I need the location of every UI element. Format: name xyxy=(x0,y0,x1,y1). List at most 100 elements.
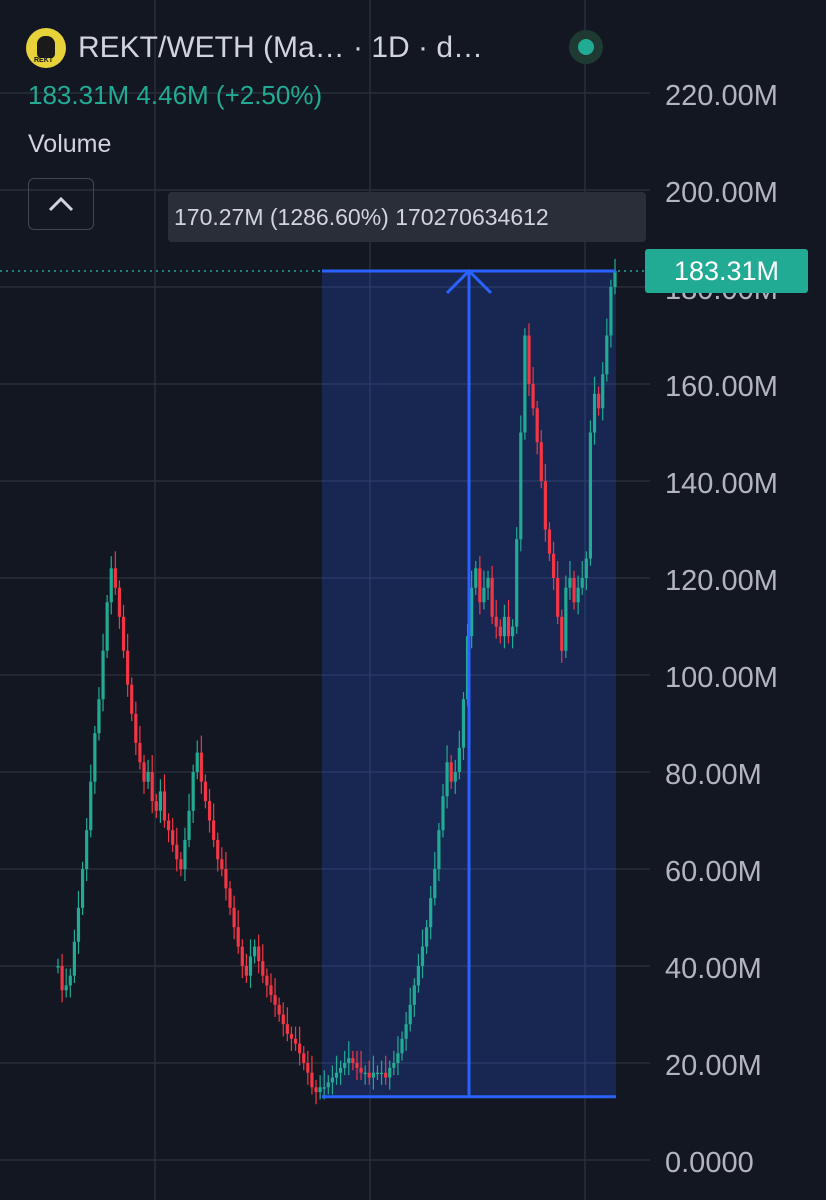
candle-body xyxy=(314,1087,318,1093)
candle-body xyxy=(375,1072,380,1075)
y-tick-label: 100.00M xyxy=(665,662,778,694)
candle-body xyxy=(224,869,228,889)
candle-body xyxy=(556,578,560,617)
candle-body xyxy=(306,1063,310,1073)
measure-tooltip: 170.27M (1286.60%) 170270634612 xyxy=(168,192,646,242)
candle-body xyxy=(478,568,482,603)
candle-body xyxy=(482,587,486,603)
candle-body xyxy=(511,626,515,637)
candle-body xyxy=(519,432,523,540)
candle-body xyxy=(150,772,154,802)
candle-body xyxy=(232,907,236,928)
candle-body xyxy=(597,393,601,409)
candle-body xyxy=(457,747,461,772)
y-tick-label: 80.00M xyxy=(665,759,762,791)
candle-body xyxy=(126,650,130,685)
candle-body xyxy=(105,602,109,651)
candle-body xyxy=(216,839,220,860)
candle-body xyxy=(613,270,617,287)
symbol-title[interactable]: REKT/WETH (Ma… · 1D · d… xyxy=(78,31,483,65)
candle-body xyxy=(502,616,507,637)
candle-body xyxy=(236,927,240,947)
candle-body xyxy=(302,1053,306,1063)
candle-body xyxy=(257,946,261,962)
candle-body xyxy=(605,335,609,375)
candle-body xyxy=(494,616,498,627)
y-tick-label: 200.00M xyxy=(665,177,778,209)
candle-body xyxy=(310,1072,314,1088)
candle-body xyxy=(171,830,175,845)
collapse-button[interactable] xyxy=(28,178,94,230)
candle-body xyxy=(531,384,535,409)
candle-body xyxy=(261,961,265,976)
candle-body xyxy=(338,1067,343,1073)
candle-body xyxy=(551,553,556,578)
candle-body xyxy=(576,587,580,603)
candle-body xyxy=(130,684,134,714)
candle-body xyxy=(404,1024,408,1039)
y-tick-label: 20.00M xyxy=(665,1050,762,1082)
candle-body xyxy=(588,432,593,559)
candle-body xyxy=(343,1063,347,1068)
candle-body xyxy=(371,1072,375,1078)
candle-body xyxy=(113,568,117,588)
candle-body xyxy=(80,869,85,908)
candle-body xyxy=(486,578,490,588)
candle-body xyxy=(207,801,212,821)
price-change: 4.46M (+2.50%) xyxy=(136,80,323,110)
candle-body xyxy=(609,287,613,336)
candle-body xyxy=(85,830,89,869)
candle-body xyxy=(89,781,93,831)
candle-body xyxy=(293,1038,298,1044)
candle-body xyxy=(470,587,474,637)
candle-body xyxy=(318,1087,322,1093)
candle-body xyxy=(326,1082,330,1088)
symbol-label: REKT/WETH (Ma… xyxy=(78,31,345,64)
y-tick-label: 60.00M xyxy=(665,856,762,888)
candle-body xyxy=(175,844,179,860)
candle-body xyxy=(355,1063,359,1068)
measure-tool[interactable] xyxy=(322,268,616,1099)
candle-body xyxy=(146,772,150,782)
candle-body xyxy=(408,1004,412,1025)
chart-header: REKT REKT/WETH (Ma… · 1D · d… xyxy=(26,28,483,68)
candle-body xyxy=(277,1004,281,1015)
candle-body xyxy=(265,975,269,986)
candle-body xyxy=(252,946,257,957)
candle-body xyxy=(527,335,531,384)
candle-body xyxy=(195,752,199,772)
candle-body xyxy=(72,941,76,976)
candle-body xyxy=(183,839,187,869)
current-price: 183.31M xyxy=(28,80,130,110)
candle-body xyxy=(68,975,72,986)
candle-body xyxy=(162,791,167,821)
last-price-tag: 183.31M xyxy=(645,249,808,293)
candle-body xyxy=(179,859,183,869)
candle-body xyxy=(535,408,539,443)
candle-body xyxy=(592,393,597,433)
candle-body xyxy=(425,927,429,947)
candle-body xyxy=(359,1067,363,1073)
candle-body xyxy=(158,791,162,811)
candle-body xyxy=(97,699,101,734)
candle-body xyxy=(363,1072,367,1075)
candle-body xyxy=(400,1038,404,1054)
candle-body xyxy=(347,1058,351,1063)
candle-body xyxy=(298,1043,302,1054)
candle-body xyxy=(437,830,441,869)
candle-body xyxy=(601,374,605,409)
candle-body xyxy=(412,985,416,1005)
token-logo-icon: REKT xyxy=(26,28,66,68)
candle-body xyxy=(199,752,203,782)
candle-body xyxy=(498,626,502,637)
candle-body xyxy=(543,481,547,530)
candle-body xyxy=(351,1058,355,1063)
candle-body xyxy=(228,888,232,908)
candle-body xyxy=(572,578,576,603)
interval-label: · 1D · d… xyxy=(353,31,484,64)
candle-body xyxy=(166,820,171,831)
candle-body xyxy=(76,907,81,942)
candle-body xyxy=(240,946,244,966)
candle-body xyxy=(154,801,158,811)
